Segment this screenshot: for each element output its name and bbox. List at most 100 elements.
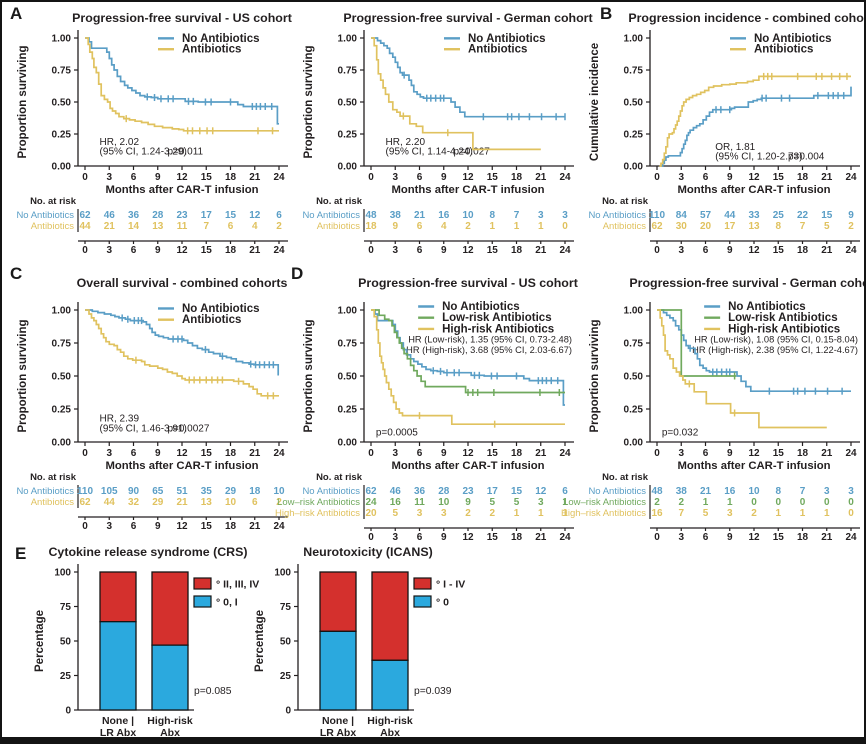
svg-text:Antibiotics: Antibiotics [754, 44, 813, 56]
svg-text:15: 15 [773, 532, 785, 543]
svg-text:12: 12 [462, 448, 474, 459]
svg-text:30: 30 [676, 221, 688, 232]
svg-text:44: 44 [104, 497, 116, 508]
svg-text:12: 12 [462, 532, 474, 543]
svg-text:9: 9 [727, 448, 733, 459]
svg-text:0.50: 0.50 [624, 372, 644, 383]
svg-text:Months after CAR-T infusion: Months after CAR-T infusion [677, 184, 830, 196]
svg-text:17: 17 [724, 221, 736, 232]
svg-text:3: 3 [392, 448, 398, 459]
svg-text:15: 15 [201, 245, 213, 256]
svg-text:Antibiotics: Antibiotics [468, 44, 527, 56]
svg-text:HR (High-risk), 2.38 (95% CI,: HR (High-risk), 2.38 (95% CI, 1.22-4.67) [692, 345, 858, 355]
svg-text:20: 20 [700, 221, 712, 232]
svg-text:3: 3 [824, 486, 830, 497]
svg-text:29: 29 [225, 486, 237, 497]
svg-text:15: 15 [201, 172, 213, 183]
svg-text:24: 24 [365, 497, 377, 508]
svg-text:0: 0 [82, 448, 88, 459]
svg-text:1: 1 [703, 497, 709, 508]
svg-text:36: 36 [128, 210, 140, 221]
svg-text:18: 18 [365, 221, 377, 232]
svg-text:Proportion surviving: Proportion surviving [589, 319, 601, 432]
svg-text:2: 2 [654, 497, 660, 508]
svg-text:HR (Low-risk), 1.35 (95% CI, 0: HR (Low-risk), 1.35 (95% CI, 0.73-2.48) [408, 334, 572, 344]
svg-text:84: 84 [676, 210, 688, 221]
svg-text:17: 17 [487, 486, 499, 497]
svg-text:° I - IV: ° I - IV [436, 579, 465, 591]
svg-text:3: 3 [538, 210, 544, 221]
svg-text:10: 10 [748, 486, 760, 497]
svg-text:21: 21 [535, 172, 547, 183]
svg-text:48: 48 [365, 210, 377, 221]
svg-text:15: 15 [201, 448, 213, 459]
svg-text:p=0.0027: p=0.0027 [167, 423, 209, 434]
svg-text:57: 57 [700, 210, 712, 221]
svg-text:Proportion surviving: Proportion surviving [17, 319, 29, 432]
svg-text:12: 12 [748, 245, 760, 256]
svg-text:° 0, I: ° 0, I [216, 597, 238, 609]
svg-text:32: 32 [128, 497, 140, 508]
svg-text:3: 3 [538, 497, 544, 508]
svg-text:21: 21 [249, 521, 261, 532]
svg-text:12: 12 [748, 172, 760, 183]
svg-text:21: 21 [821, 245, 833, 256]
svg-text:6: 6 [417, 532, 423, 543]
svg-text:24: 24 [273, 245, 285, 256]
svg-text:Progression-free survival - Ge: Progression-free survival - German cohor… [343, 11, 592, 25]
svg-text:21: 21 [535, 532, 547, 543]
svg-text:HR (High-risk), 3.68 (95% CI,: HR (High-risk), 3.68 (95% CI, 2.03-6.67) [406, 345, 572, 355]
svg-text:High-risk: High-risk [147, 715, 193, 727]
svg-text:0: 0 [368, 448, 374, 459]
svg-text:0: 0 [82, 172, 88, 183]
svg-text:p=0.039: p=0.039 [414, 686, 452, 697]
svg-text:13: 13 [152, 221, 164, 232]
svg-text:50: 50 [60, 637, 72, 648]
svg-text:24: 24 [845, 448, 857, 459]
svg-text:6: 6 [703, 448, 709, 459]
svg-text:No Antibiotics: No Antibiotics [468, 33, 546, 45]
svg-text:9: 9 [848, 210, 854, 221]
svg-text:65: 65 [152, 486, 164, 497]
svg-text:Low–risk Antibiotics: Low–risk Antibiotics [277, 497, 360, 508]
svg-text:0.00: 0.00 [52, 162, 72, 173]
svg-text:24: 24 [559, 448, 571, 459]
svg-text:HR (Low-risk), 1.08 (95% CI, 0: HR (Low-risk), 1.08 (95% CI, 0.15-8.04) [694, 334, 858, 344]
svg-text:2: 2 [276, 497, 282, 508]
svg-text:Proportion surviving: Proportion surviving [303, 319, 315, 432]
svg-text:None |: None | [322, 715, 354, 727]
svg-text:18: 18 [225, 172, 237, 183]
svg-text:15: 15 [201, 521, 213, 532]
svg-text:21: 21 [821, 448, 833, 459]
svg-text:None |: None | [102, 715, 134, 727]
svg-text:15: 15 [511, 486, 523, 497]
svg-text:Abx: Abx [380, 727, 400, 739]
svg-text:21: 21 [176, 497, 188, 508]
svg-text:3: 3 [392, 172, 398, 183]
svg-text:9: 9 [727, 245, 733, 256]
svg-text:1.00: 1.00 [338, 306, 358, 317]
svg-text:15: 15 [821, 210, 833, 221]
svg-text:18: 18 [511, 172, 523, 183]
svg-text:0.75: 0.75 [624, 66, 644, 77]
svg-text:No. at risk: No. at risk [30, 196, 77, 207]
svg-text:12: 12 [748, 532, 760, 543]
svg-text:15: 15 [773, 448, 785, 459]
panel-letter-d: D [291, 264, 304, 283]
km-chart-pfs-german-3group: Progression-free survival - German cohor… [561, 260, 864, 543]
svg-text:21: 21 [104, 221, 116, 232]
svg-text:46: 46 [390, 486, 402, 497]
svg-text:21: 21 [821, 532, 833, 543]
svg-text:Months after CAR-T infusion: Months after CAR-T infusion [105, 184, 258, 196]
svg-text:15: 15 [225, 210, 237, 221]
svg-text:21: 21 [700, 486, 712, 497]
svg-text:High-risk Antibiotics: High-risk Antibiotics [442, 323, 554, 335]
svg-text:7: 7 [514, 210, 520, 221]
svg-text:12: 12 [176, 521, 188, 532]
svg-text:0.25: 0.25 [624, 405, 644, 416]
svg-text:0: 0 [368, 532, 374, 543]
svg-text:50: 50 [280, 637, 292, 648]
svg-text:15: 15 [773, 172, 785, 183]
svg-text:1: 1 [538, 508, 544, 519]
